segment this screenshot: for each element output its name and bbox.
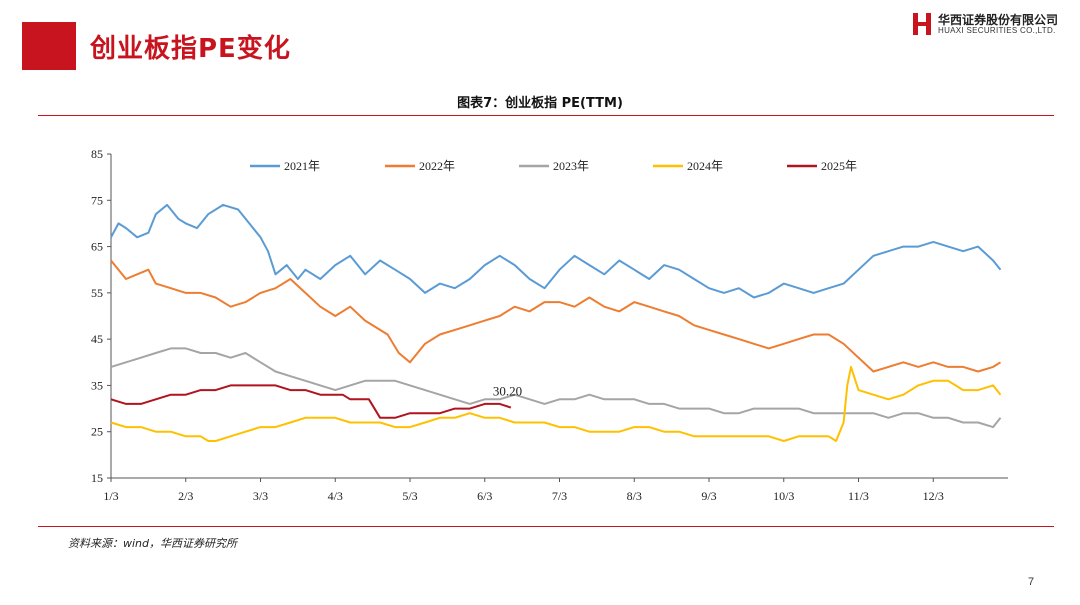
company-logo: 华西证券股份有限公司 HUAXI SECURITIES CO.,LTD. [912,10,1072,40]
series-line-2025 [110,384,512,419]
legend-label: 2024年 [687,159,723,173]
x-tick-label: 8/3 [627,489,642,503]
legend-label: 2022年 [419,159,455,173]
logo-text-en: HUAXI SECURITIES CO.,LTD. [938,26,1056,35]
series-line-2024 [110,365,1002,442]
x-tick-label: 3/3 [253,489,268,503]
divider-bottom [38,526,1054,527]
series-line-2023 [110,347,1002,429]
y-tick-label: 55 [91,286,103,300]
x-tick-label: 7/3 [552,489,567,503]
y-tick-label: 65 [91,240,103,254]
x-tick-label: 6/3 [477,489,492,503]
huaxi-logo-icon [913,13,931,35]
x-tick-label: 11/3 [848,489,869,503]
logo-text-cn: 华西证券股份有限公司 [938,13,1059,27]
legend-label: 2025年 [821,159,857,173]
y-tick-label: 85 [91,147,103,161]
y-tick-label: 75 [91,193,103,207]
series-line-2022 [110,259,1002,373]
x-tick-label: 2/3 [178,489,193,503]
title-accent-bar [22,22,76,70]
page-number: 7 [1028,576,1035,588]
y-tick-label: 15 [91,471,103,485]
legend-label: 2023年 [553,159,589,173]
x-tick-label: 4/3 [328,489,343,503]
x-tick-label: 12/3 [923,489,944,503]
x-tick-label: 9/3 [701,489,716,503]
y-tick-label: 45 [91,332,103,346]
source-note: 资料来源：wind，华西证券研究所 [68,537,238,550]
last-value-label: 30.20 [493,384,522,399]
chart-title: 图表7：创业板指 PE(TTM) [457,96,623,111]
y-tick-label: 25 [91,425,103,439]
x-tick-label: 10/3 [773,489,794,503]
divider-top [38,115,1054,116]
slide-title: 创业板指PE变化 [90,34,291,64]
x-tick-label: 1/3 [103,489,118,503]
x-tick-label: 5/3 [402,489,417,503]
series-line-2021 [110,203,1002,299]
legend-label: 2021年 [284,159,320,173]
y-tick-label: 35 [91,378,103,392]
